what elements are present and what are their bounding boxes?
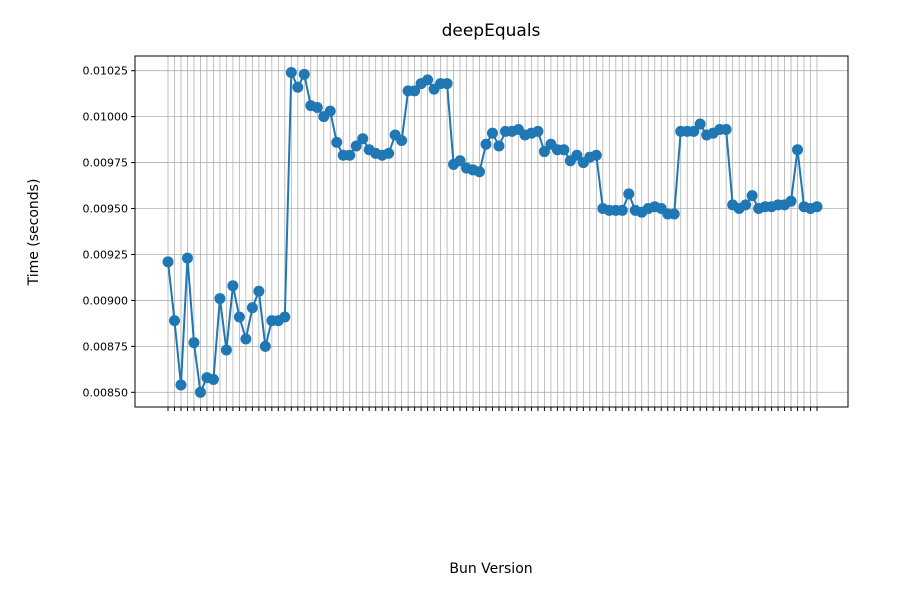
data-point — [474, 166, 486, 178]
data-point — [259, 340, 271, 352]
data-point — [792, 144, 804, 156]
data-point — [240, 333, 252, 345]
data-point — [214, 293, 226, 305]
data-point — [207, 373, 219, 385]
data-point — [688, 125, 700, 137]
data-point — [746, 190, 758, 202]
x-axis-label: Bun Version — [449, 561, 532, 577]
data-point — [668, 208, 680, 220]
data-point — [441, 78, 453, 90]
data-point — [623, 188, 635, 200]
data-point — [285, 67, 297, 79]
y-tick-label: 0.00950 — [83, 203, 129, 216]
y-tick-label: 0.00850 — [83, 386, 129, 399]
data-point — [454, 155, 466, 167]
y-axis-label: Time (seconds) — [26, 179, 42, 287]
data-point — [409, 85, 421, 97]
data-point — [233, 311, 245, 323]
data-point — [168, 315, 180, 327]
data-point — [331, 136, 343, 148]
data-point — [396, 135, 408, 147]
data-point — [383, 147, 395, 159]
data-point — [720, 124, 732, 136]
y-tick-label: 0.01025 — [83, 65, 129, 78]
data-point — [590, 149, 602, 161]
data-point — [194, 386, 206, 398]
data-point — [785, 195, 797, 207]
data-point — [175, 379, 187, 391]
chart-title: deepEquals — [442, 21, 541, 41]
data-point — [246, 302, 258, 314]
data-point — [279, 311, 291, 323]
data-point — [740, 199, 752, 211]
data-point — [532, 125, 544, 137]
data-point — [558, 144, 570, 156]
data-point — [344, 149, 356, 161]
data-point — [220, 344, 232, 356]
data-point — [181, 252, 193, 264]
data-point — [188, 337, 200, 349]
data-point — [422, 74, 434, 86]
data-point — [324, 105, 336, 117]
data-point — [694, 118, 706, 130]
data-point — [493, 140, 505, 152]
data-point — [571, 149, 583, 161]
y-tick-label: 0.01000 — [83, 111, 129, 124]
data-point — [538, 146, 550, 158]
y-tick-label: 0.00975 — [83, 157, 129, 170]
data-point — [227, 280, 239, 292]
data-point — [616, 204, 628, 216]
y-tick-label: 0.00900 — [83, 294, 129, 307]
y-tick-label: 0.00925 — [83, 248, 129, 261]
data-point — [811, 201, 823, 213]
data-point — [292, 81, 304, 93]
data-point — [162, 256, 174, 268]
data-point — [253, 285, 265, 297]
data-point — [311, 101, 323, 113]
plot-frame — [134, 55, 849, 408]
y-tick-label: 0.00875 — [83, 340, 129, 353]
data-point — [350, 140, 362, 152]
data-point — [480, 138, 492, 150]
data-point — [298, 68, 310, 80]
data-point — [487, 127, 498, 139]
data-point — [357, 133, 369, 145]
